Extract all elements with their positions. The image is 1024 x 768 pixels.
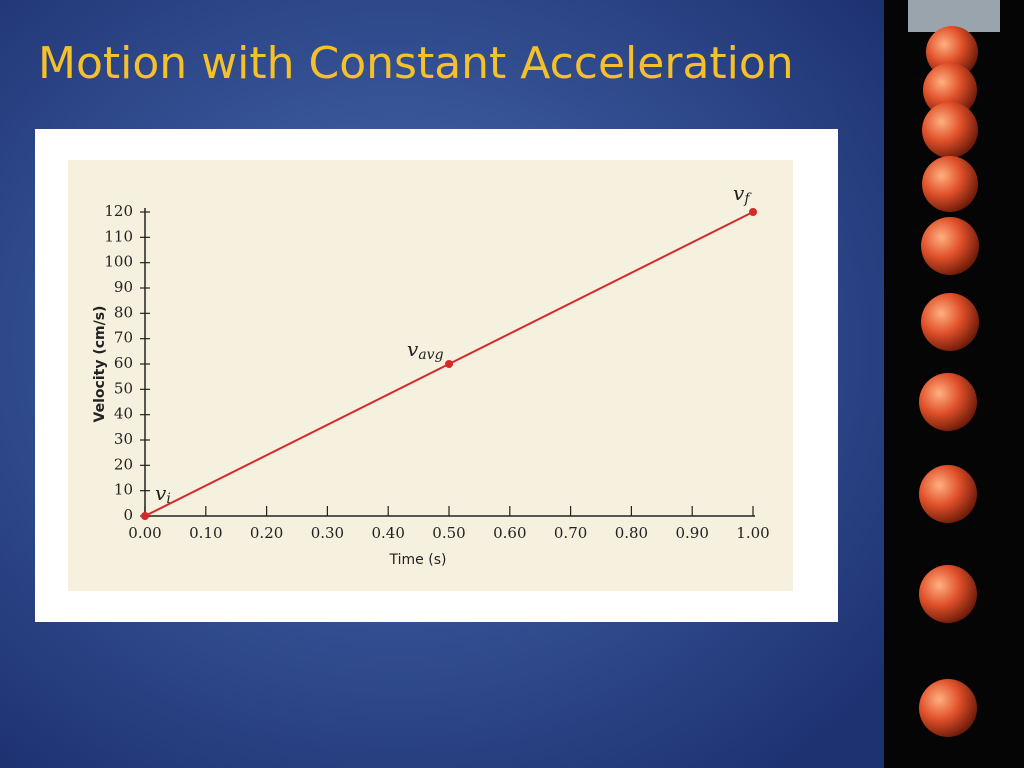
y-tick-label: 70 [114, 329, 133, 347]
x-tick-label: 0.80 [615, 524, 648, 542]
y-tick-label: 10 [114, 481, 133, 499]
point-label-symbol: v [155, 481, 167, 505]
point-label: vf [733, 181, 752, 208]
data-point [445, 360, 453, 368]
point-label-subscript: i [166, 491, 170, 507]
balls [919, 26, 979, 737]
y-tick-label: 80 [114, 303, 133, 321]
data-point [141, 512, 149, 520]
point-label-symbol: v [733, 181, 745, 205]
slide-title: Motion with Constant Acceleration [38, 38, 794, 89]
x-tick-label: 0.90 [675, 524, 708, 542]
point-label: vavg [407, 337, 444, 364]
point-label-symbol: v [407, 337, 419, 361]
x-tick-label: 0.00 [128, 524, 161, 542]
y-tick-label: 40 [114, 405, 133, 423]
y-tick-label: 120 [104, 202, 133, 220]
y-tick-label: 30 [114, 430, 133, 448]
x-tick-label: 0.10 [189, 524, 222, 542]
x-tick-label: 0.70 [554, 524, 587, 542]
y-tick-label: 90 [114, 278, 133, 296]
point-label-subscript: f [743, 191, 752, 207]
x-tick-label: 1.00 [736, 524, 769, 542]
x-tick-label: 0.20 [250, 524, 283, 542]
point-label-subscript: avg [418, 347, 443, 363]
point-label: vi [155, 481, 171, 508]
x-axis-label: Time (s) [389, 552, 447, 568]
plot-background [68, 160, 793, 591]
x-tick-label: 0.30 [311, 524, 344, 542]
x-tick-label: 0.60 [493, 524, 526, 542]
y-tick-label: 20 [114, 455, 133, 473]
y-tick-label: 60 [114, 354, 133, 372]
y-axis-label: Velocity (cm/s) [92, 306, 108, 423]
x-tick-label: 0.50 [432, 524, 465, 542]
data-point [749, 208, 757, 216]
y-tick-label: 0 [123, 506, 133, 524]
y-tick-label: 100 [104, 253, 133, 271]
y-tick-label: 110 [104, 227, 133, 245]
x-tick-label: 0.40 [371, 524, 404, 542]
y-tick-label: 50 [114, 379, 133, 397]
